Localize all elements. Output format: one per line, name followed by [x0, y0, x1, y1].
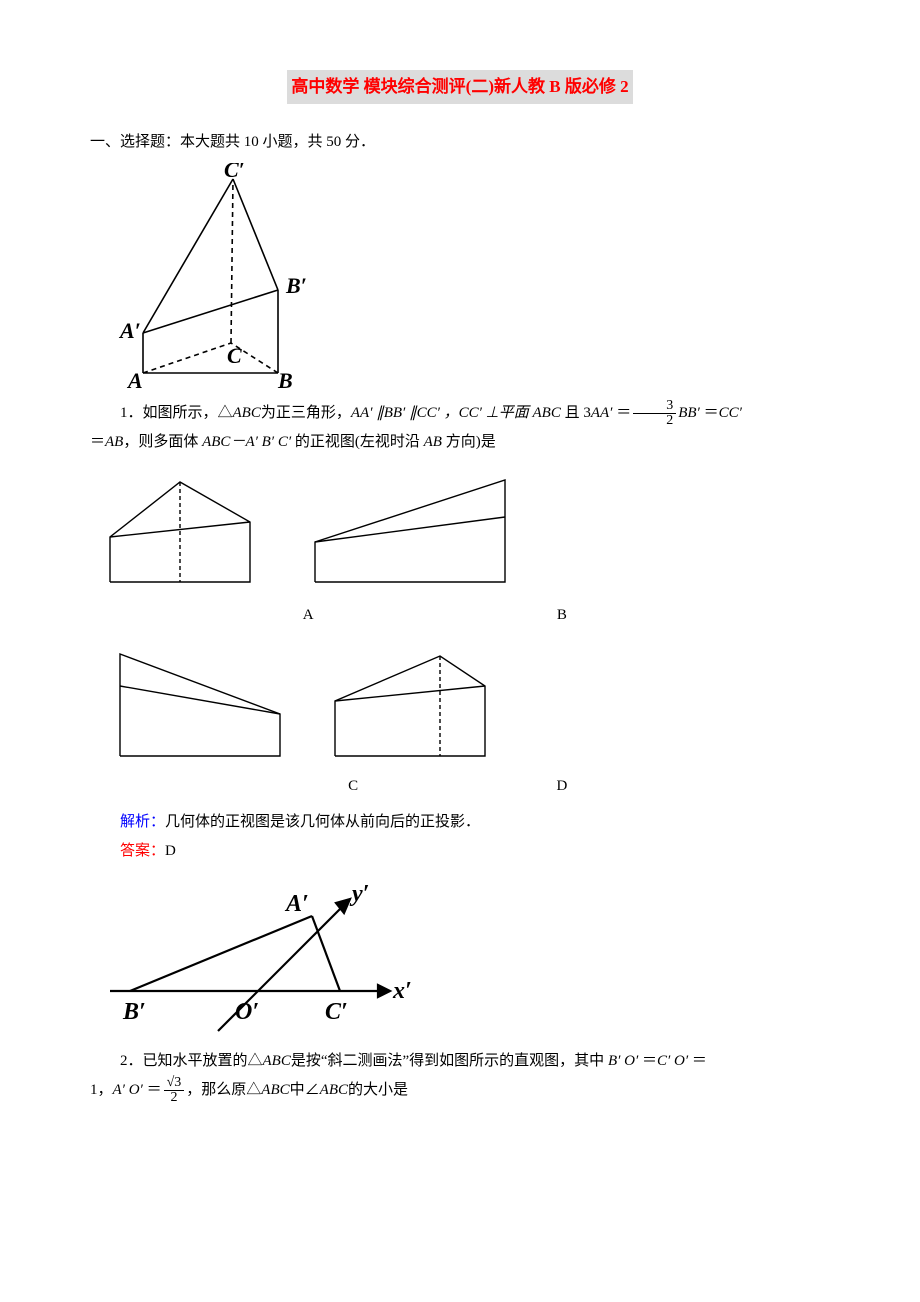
label-o-prime: O′	[235, 999, 259, 1025]
label-x-prime: x′	[392, 978, 412, 1004]
label-a: A	[126, 368, 143, 393]
q1-stem: 1．如图所示，△ABC为正三角形，AA′ ∥BB′ ∥CC′ ，CC′ ⊥平面 …	[90, 399, 830, 428]
q1-option-labels-1: A B	[90, 601, 830, 630]
q1-stem-cont: ＝AB，则多面体 ABC－A′ B′ C′ 的正视图(左视时沿 AB 方向)是	[90, 428, 830, 457]
label-b-prime-2: B′	[122, 999, 146, 1025]
q2-figure: A′ y′ B′ O′ C′ x′	[90, 871, 830, 1041]
q1-answer: 答案：D	[90, 837, 830, 866]
q2-stem: 2．已知水平放置的△ABC是按“斜二测画法”得到如图所示的直观图，其中 B′ O…	[90, 1047, 830, 1076]
q1-option-labels-2: C D	[90, 772, 830, 801]
q1-options-row1	[90, 462, 830, 597]
page-title: 高中数学 模块综合测评(二)新人教 B 版必修 2	[287, 70, 632, 104]
label-b-prime: B′	[285, 273, 307, 298]
q1-prism-figure: C′ B′ A′ A B C	[118, 163, 830, 393]
label-c-prime-2: C′	[325, 999, 348, 1025]
q1-analysis: 解析：几何体的正视图是该几何体从前向后的正投影．	[90, 808, 830, 837]
label-a-prime-2: A′	[284, 891, 309, 917]
q2-stem-cont: 1，A′ O′ ＝√32，那么原△ABC中∠ABC的大小是	[90, 1076, 830, 1105]
label-b: B	[277, 368, 293, 393]
section-header: 一、选择题：本大题共 10 小题，共 50 分．	[90, 128, 830, 157]
label-c-prime: C′	[224, 163, 245, 182]
q1-options-row2	[90, 638, 830, 768]
label-c: C	[227, 343, 242, 368]
label-a-prime: A′	[118, 318, 141, 343]
label-y-prime: y′	[349, 881, 369, 907]
